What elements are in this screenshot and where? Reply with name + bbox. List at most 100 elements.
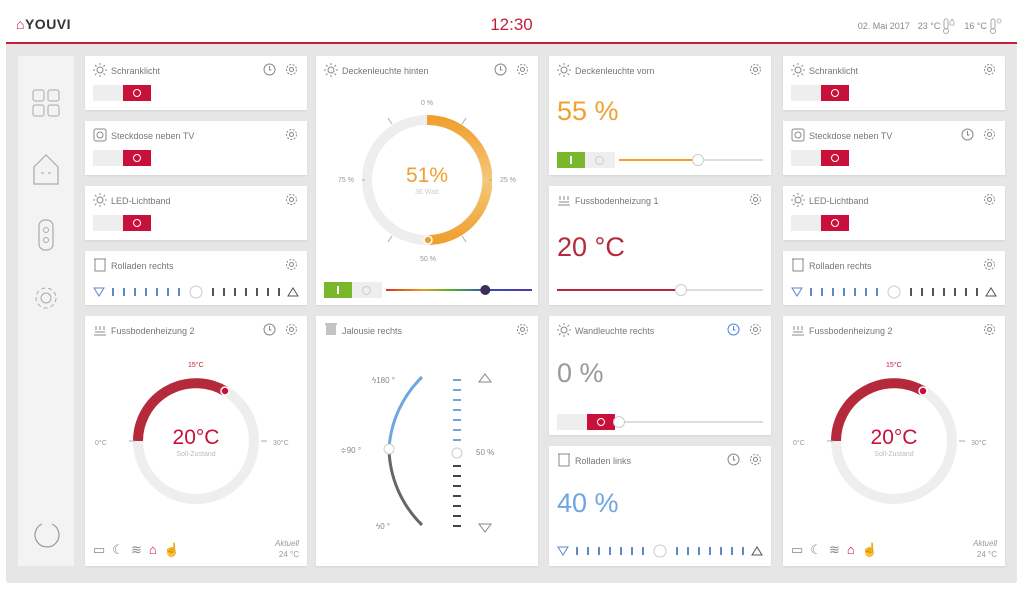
timer-icon[interactable] [727, 323, 740, 336]
gear-icon[interactable] [285, 128, 298, 141]
card-fussbodenheizung-2[interactable]: Fussbodenheizung 2 0°C 30°C 15°C 20°C So… [85, 316, 307, 566]
gear-icon[interactable] [983, 128, 996, 141]
current-temp-label: Aktuell [274, 539, 299, 548]
shutter-position-slider[interactable] [791, 285, 997, 299]
gear-icon[interactable] [285, 63, 298, 76]
manual-mode-icon[interactable]: ☝ [163, 542, 180, 557]
card-rolladen-rechts-2[interactable]: Rolladen rechts [783, 251, 1005, 305]
angle-90-icon: ≑ [340, 446, 347, 455]
lightbulb-icon [93, 193, 107, 207]
power-toggle[interactable] [791, 215, 849, 231]
gear-icon[interactable] [983, 323, 996, 336]
night-mode-icon[interactable]: ☾ [810, 542, 822, 557]
house-icon[interactable] [32, 152, 60, 186]
card-steckdose[interactable]: Steckdose neben TV [85, 121, 307, 175]
brightness-slider-fill [619, 159, 699, 161]
logo-text: YOUVI [24, 16, 72, 32]
gear-icon[interactable] [285, 323, 298, 336]
power-toggle[interactable] [791, 150, 849, 166]
dial-mid-label: 15°C [886, 362, 902, 369]
card-led-lichtband[interactable]: LED-Lichtband [85, 186, 307, 240]
toggle-on-state [324, 282, 352, 298]
timer-icon[interactable] [263, 63, 276, 76]
gear-icon[interactable] [983, 193, 996, 206]
dial-min-label: 0°C [793, 440, 805, 447]
current-temp-value: 24 °C [976, 550, 997, 559]
eco-mode-icon[interactable]: ≋ [130, 542, 142, 557]
indoor-temp: 23 °C [918, 18, 957, 34]
power-toggle[interactable] [93, 150, 151, 166]
thermostat-dial[interactable] [819, 366, 969, 506]
toggle-off-state [123, 85, 151, 101]
card-title: LED-Lichtband [809, 196, 869, 206]
manual-mode-icon[interactable]: ☝ [861, 542, 878, 557]
brightness-slider-knob[interactable] [692, 154, 705, 166]
gear-icon[interactable] [749, 193, 762, 206]
timer-icon[interactable] [494, 63, 507, 76]
gear-icon[interactable] [983, 258, 996, 271]
settings-icon[interactable] [32, 284, 60, 312]
power-toggle[interactable] [93, 85, 151, 101]
home-mode-icon[interactable]: ⌂ [148, 542, 157, 557]
brightness-slider[interactable] [613, 416, 763, 428]
dial-label-0: 0 % [421, 100, 434, 107]
card-rolladen-links[interactable]: Rolladen links 40 % [549, 446, 771, 566]
dimmer-dial[interactable] [362, 110, 492, 250]
gear-icon[interactable] [749, 453, 762, 466]
dashboard-icon[interactable] [32, 89, 60, 117]
card-steckdose-2[interactable]: Steckdose neben TV [783, 121, 1005, 175]
brightness-slider[interactable] [619, 154, 763, 166]
card-schranklicht-2[interactable]: Schranklicht [783, 56, 1005, 110]
gear-icon[interactable] [285, 193, 298, 206]
color-slider[interactable] [386, 283, 532, 297]
color-slider-knob[interactable] [480, 285, 491, 295]
comfort-mode-icon[interactable]: ▭ [93, 542, 106, 557]
timer-icon[interactable] [961, 128, 974, 141]
timer-icon[interactable] [727, 453, 740, 466]
card-fussbodenheizung-2b[interactable]: Fussbodenheizung 2 0°C 30°C 15°C 20°C So… [783, 316, 1005, 566]
dial-min-label: 0°C [95, 440, 107, 447]
card-wandleuchte-rechts[interactable]: Wandleuchte rechts 0 % [549, 316, 771, 435]
power-toggle[interactable] [93, 215, 151, 231]
toggle-on-state [557, 152, 585, 168]
timer-icon[interactable] [263, 323, 276, 336]
gear-icon[interactable] [285, 258, 298, 271]
card-jalousie-rechts[interactable]: Jalousie rechts ϟ180 ° ≑90 ° ϟ0 ° 50 % [316, 316, 538, 566]
gear-icon[interactable] [516, 63, 529, 76]
brightness-slider-knob[interactable] [613, 416, 625, 428]
gear-icon[interactable] [749, 63, 762, 76]
socket-icon [791, 128, 805, 142]
eco-mode-icon[interactable]: ≋ [828, 542, 840, 557]
power-toggle[interactable] [324, 282, 382, 298]
card-fussbodenheizung-1[interactable]: Fussbodenheizung 1 20 °C [549, 186, 771, 305]
setpoint-label: Soll-Zustand [874, 451, 914, 458]
refresh-icon[interactable] [32, 520, 62, 550]
gear-icon[interactable] [516, 323, 529, 336]
gear-icon[interactable] [749, 323, 762, 336]
card-title: Steckdose neben TV [111, 131, 195, 141]
thermostat-dial[interactable] [121, 366, 271, 506]
outdoor-thermometer-icon [990, 18, 1002, 34]
card-title: Schranklicht [111, 66, 161, 76]
comfort-mode-icon[interactable]: ▭ [791, 542, 804, 557]
card-title: Jalousie rechts [342, 326, 403, 336]
gear-icon[interactable] [983, 63, 996, 76]
temperature-slider[interactable] [557, 284, 763, 296]
remote-icon[interactable] [32, 218, 60, 252]
shutter-position-slider[interactable] [557, 544, 763, 558]
card-deckenleuchte-hinten[interactable]: Deckenleuchte hinten 0 % 25 % 50 % 75 % … [316, 56, 538, 305]
temperature-slider-knob[interactable] [674, 284, 687, 296]
slat-angle-slider[interactable] [356, 371, 436, 531]
power-toggle[interactable] [557, 152, 615, 168]
power-toggle[interactable] [557, 414, 615, 430]
angle-180: ϟ180 ° [372, 376, 395, 385]
card-schranklicht[interactable]: Schranklicht [85, 56, 307, 110]
night-mode-icon[interactable]: ☾ [112, 542, 124, 557]
card-led-lichtband-2[interactable]: LED-Lichtband [783, 186, 1005, 240]
shutter-position-slider[interactable] [93, 285, 299, 299]
card-deckenleuchte-vorn[interactable]: Deckenleuchte vorn 55 % [549, 56, 771, 175]
home-mode-icon[interactable]: ⌂ [846, 542, 855, 557]
power-toggle[interactable] [791, 85, 849, 101]
card-rolladen-rechts[interactable]: Rolladen rechts [85, 251, 307, 305]
blind-position-slider[interactable] [451, 372, 501, 536]
